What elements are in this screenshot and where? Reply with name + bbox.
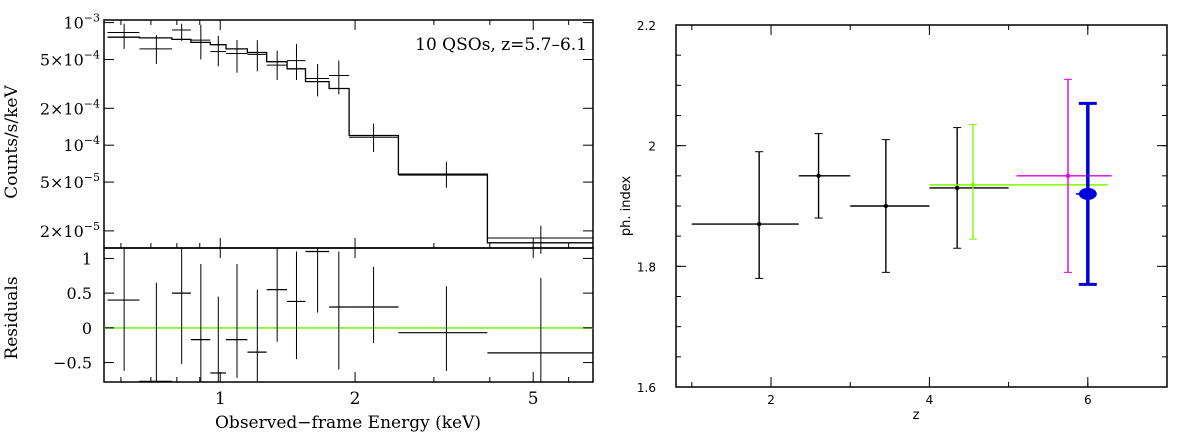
photon-marker [1065, 173, 1071, 179]
residual-point [287, 251, 306, 360]
spectrum-y-tick-label: 5×10−4 [40, 49, 100, 70]
residual-point [210, 296, 226, 382]
photon-x-tick-label: 4 [926, 393, 934, 407]
photon-index-point [929, 127, 1009, 249]
residual-point [107, 248, 140, 371]
spectrum-y-tick-exp: −4 [84, 134, 100, 147]
spectrum-data-point [287, 43, 306, 81]
spectrum-y-tick-label: 5×10−5 [40, 171, 100, 192]
residual-point [266, 248, 288, 342]
spectrum-y-tick-exp: −3 [84, 12, 100, 25]
photon-index-point [691, 151, 799, 279]
photon-y-tick-label: 1.8 [637, 260, 656, 274]
spectrum-y-tick-label: 2×10−5 [40, 220, 100, 241]
spectrum-y-tick-exp: −5 [84, 220, 100, 233]
photon-marker [756, 221, 762, 227]
spectrum-panel: 10−35×10−42×10−410−45×10−52×10−510 QSOs,… [2, 12, 594, 254]
photon-y-tick-label: 2.2 [637, 19, 656, 33]
residual-point [139, 282, 172, 382]
photon-y-tick-label: 2 [648, 140, 656, 154]
residual-point [349, 266, 399, 344]
residual-point [225, 263, 248, 378]
residuals-y-tick-label: 1 [82, 249, 92, 268]
residual-point [190, 263, 211, 382]
spectrum-data-point [210, 35, 226, 67]
photon-marker [954, 185, 960, 191]
spectrum-data-point [247, 40, 267, 72]
spectrum-y-tick-label: 10−3 [63, 12, 100, 33]
residuals-y-axis-label: Residuals [2, 276, 22, 359]
photon-y-tick-label: 1.6 [637, 381, 656, 395]
spectrum-y-tick-base: 10 [63, 136, 83, 155]
residuals-frame [103, 247, 594, 383]
spectrum-y-tick-label: 10−4 [63, 134, 100, 155]
spectrum-data-point [305, 63, 330, 97]
residual-point [247, 289, 267, 382]
residuals-y-tick-label: 0 [82, 319, 92, 338]
spectrum-y-tick-exp: −4 [84, 49, 100, 62]
spectrum-y-axis-label: Counts/s/keV [2, 85, 22, 199]
spectrum-data-point [107, 23, 140, 49]
residual-point [487, 277, 593, 382]
spectrum-data-point [398, 161, 488, 188]
spectrum-annotation: 10 QSOs, z=5.7–6.1 [415, 35, 587, 55]
residuals-y-tick-label: 0.5 [67, 284, 92, 303]
photon-marker [1078, 187, 1097, 200]
spectrum-data-point [190, 24, 211, 60]
photon-index-point [798, 133, 851, 219]
photon-index-point [1075, 101, 1097, 286]
photon-marker [970, 182, 976, 188]
photon-index-point [929, 124, 1108, 240]
spectrum-model-line [107, 36, 593, 244]
residual-point [305, 248, 330, 313]
spectrum-y-tick-base: 2×10 [40, 222, 84, 241]
residual-point [329, 251, 350, 370]
residuals-x-tick-label: 2 [350, 389, 361, 409]
spectrum-data-point [139, 35, 172, 64]
spectrum-y-tick-exp: −4 [84, 97, 100, 110]
spectrum-data-point [171, 23, 191, 41]
residuals-x-axis-label: Observed−frame Energy (keV) [215, 413, 481, 433]
spectrum-y-tick-base: 2×10 [40, 99, 84, 118]
spectrum-data-point [225, 40, 248, 73]
residual-point [398, 286, 488, 371]
residuals-panel: 1 0.5 0 −0.5 1 2 5 Residuals Observed−frame Ener… [2, 247, 594, 433]
photon-index-point [1016, 78, 1112, 273]
residuals-y-tick-label: −0.5 [53, 354, 92, 373]
spectrum-data-point [349, 123, 399, 152]
spectrum-data-point [329, 60, 350, 95]
spectrum-data-point [266, 50, 288, 81]
residuals-x-tick-label: 1 [215, 389, 226, 409]
residual-point [171, 248, 191, 364]
spectrum-y-tick-exp: −5 [84, 171, 100, 184]
photon-y-axis-label: ph. index [619, 176, 634, 237]
photon-marker [816, 173, 821, 179]
photon-x-axis-label: z [913, 408, 920, 423]
photon-index-panel: 2 4 6 1.6 1.8 2 2.2 ph. index z [619, 19, 1168, 423]
photon-index-point [850, 139, 930, 273]
photon-x-tick-label: 6 [1084, 393, 1092, 407]
spectrum-data-point [487, 225, 593, 254]
spectrum-y-tick-label: 2×10−4 [40, 97, 100, 118]
spectrum-y-tick-base: 5×10 [40, 173, 84, 192]
spectrum-y-tick-base: 5×10 [40, 51, 84, 70]
photon-marker [883, 203, 889, 209]
spectrum-y-tick-base: 10 [63, 14, 83, 33]
residuals-x-tick-label: 5 [528, 389, 539, 409]
photon-x-tick-label: 2 [767, 393, 775, 407]
